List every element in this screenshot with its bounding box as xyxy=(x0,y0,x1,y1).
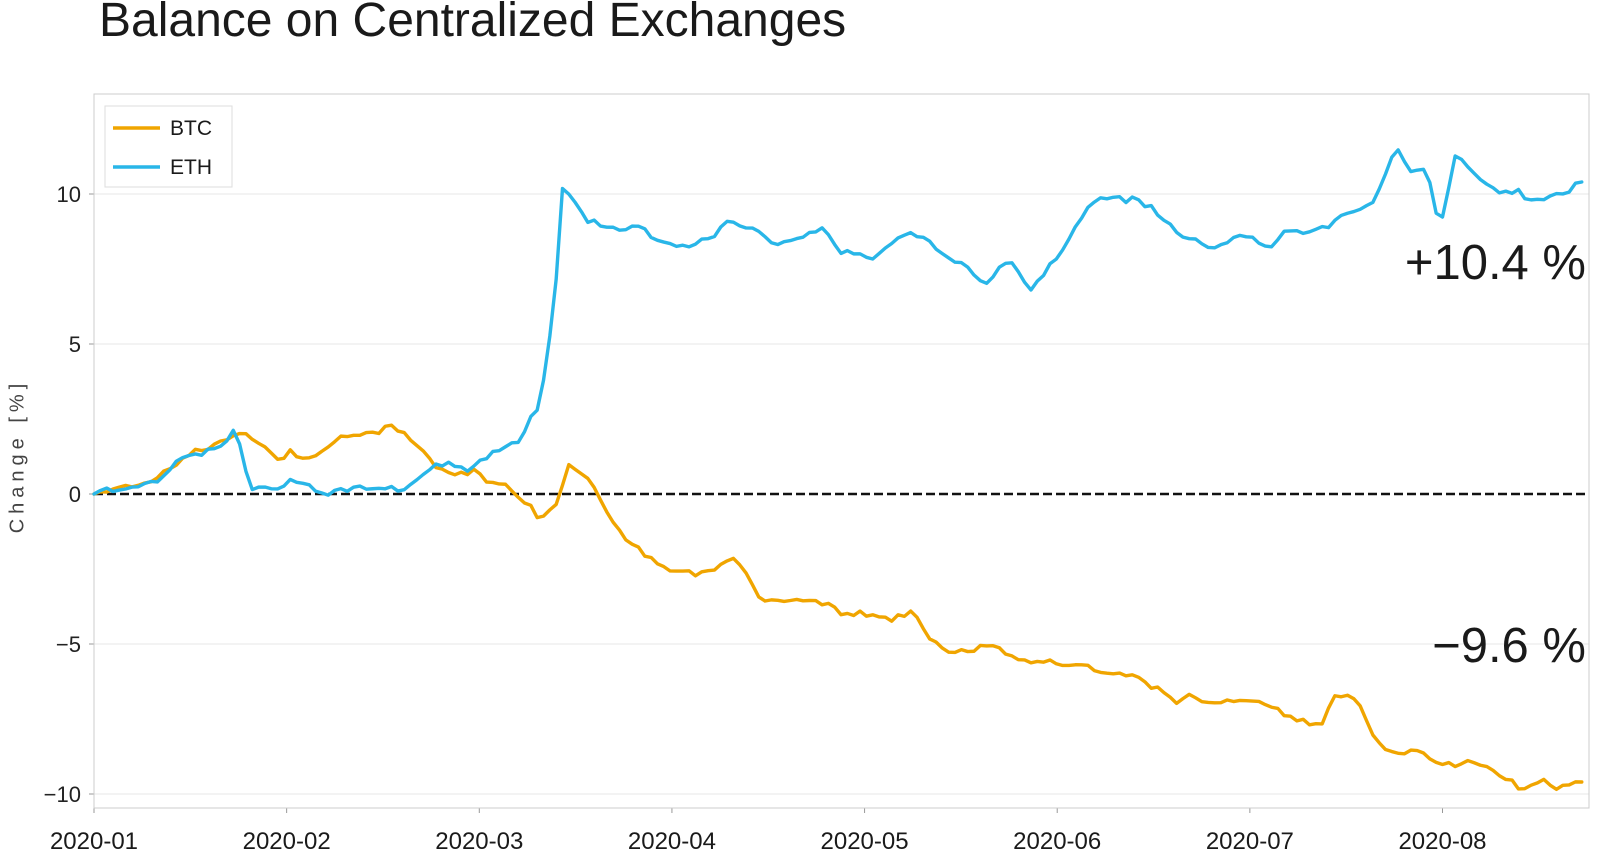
svg-text:2020-06: 2020-06 xyxy=(1013,828,1101,855)
svg-text:−5: −5 xyxy=(56,632,81,657)
svg-text:0: 0 xyxy=(69,482,81,507)
svg-text:2020-02: 2020-02 xyxy=(243,828,331,855)
svg-text:BTC: BTC xyxy=(170,117,212,140)
svg-text:2020-05: 2020-05 xyxy=(821,828,909,855)
svg-text:5: 5 xyxy=(69,332,81,357)
svg-text:10: 10 xyxy=(57,182,81,207)
svg-text:−10: −10 xyxy=(44,782,81,807)
svg-text:2020-07: 2020-07 xyxy=(1206,828,1294,855)
svg-text:−9.6 %: −9.6 % xyxy=(1432,619,1586,673)
svg-text:2020-01: 2020-01 xyxy=(50,828,138,855)
svg-text:2020-03: 2020-03 xyxy=(435,828,523,855)
svg-text:2020-08: 2020-08 xyxy=(1398,828,1486,855)
svg-text:2020-04: 2020-04 xyxy=(628,828,716,855)
svg-text:+10.4 %: +10.4 % xyxy=(1405,236,1586,290)
svg-text:ETH: ETH xyxy=(170,156,212,179)
